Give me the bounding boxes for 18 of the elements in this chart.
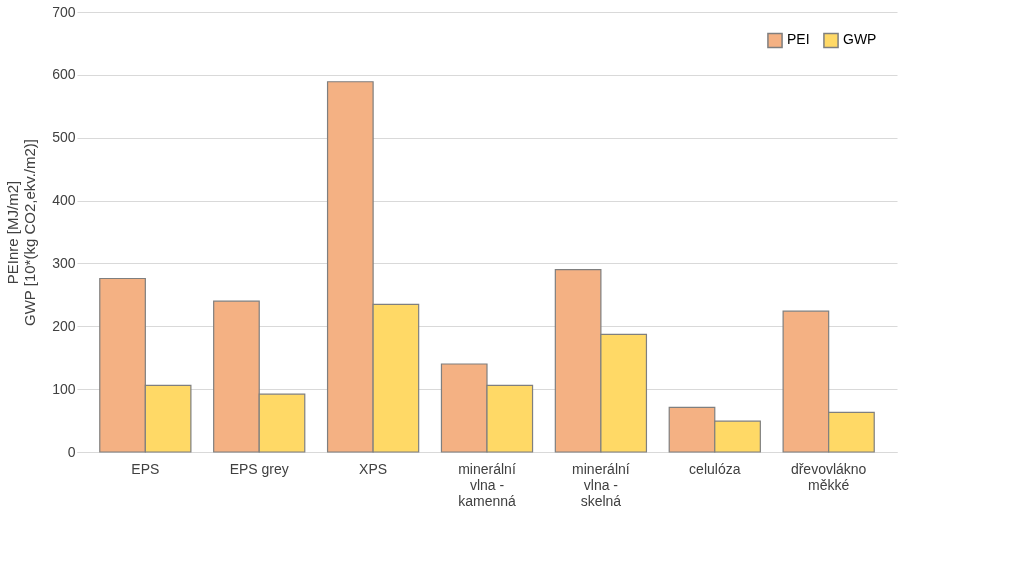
y-tick-label: 300: [52, 254, 76, 271]
y-axis-title: PEInre [MJ/m2] GWP [10*(kg CO2,ekv./m2)]: [4, 139, 39, 326]
y-tick-label: 100: [52, 380, 76, 397]
y-tick-label: 200: [52, 317, 76, 334]
legend-label: PEI: [787, 31, 810, 48]
y-tick-label: 400: [52, 192, 76, 209]
y-tick-label: 0: [67, 443, 76, 460]
x-tick-label: celulóza: [689, 460, 741, 477]
legend-label: GWP: [843, 31, 877, 48]
y-tick-label: 500: [52, 129, 76, 146]
y-tick-label: 600: [52, 66, 76, 83]
x-tick-label: minerální vlna - skelná: [572, 460, 630, 509]
x-tick-label: EPS grey: [229, 460, 289, 477]
x-tick-label: minerální vlna - kamenná: [458, 460, 517, 509]
x-tick-label: dřevovlákno měkké: [790, 460, 867, 493]
x-tick-label: XPS: [359, 460, 388, 477]
y-tick-label: 700: [52, 3, 76, 20]
x-tick-label: EPS: [131, 460, 160, 477]
